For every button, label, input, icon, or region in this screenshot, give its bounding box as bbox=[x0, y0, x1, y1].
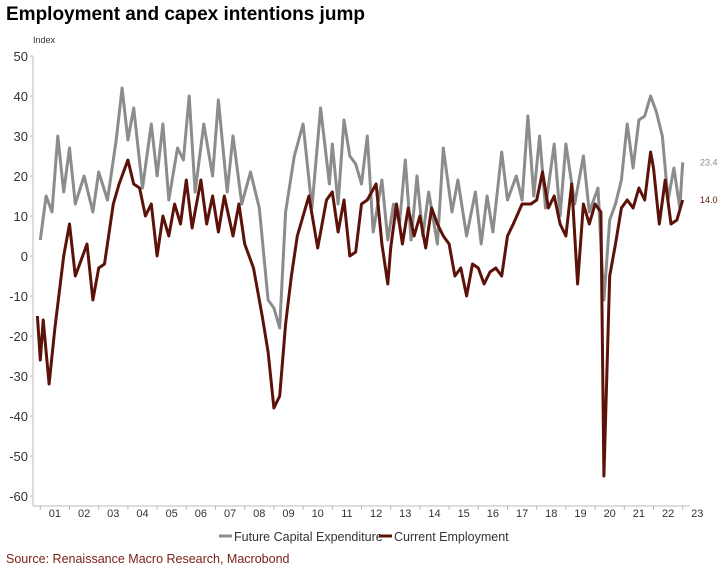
y-tick-label: -10 bbox=[9, 289, 28, 304]
x-tick-label: 22 bbox=[662, 508, 674, 520]
x-tick-label: 10 bbox=[312, 508, 324, 520]
y-tick-label: -60 bbox=[9, 489, 28, 504]
x-tick-label: 01 bbox=[49, 508, 61, 520]
x-tick-label: 05 bbox=[166, 508, 178, 520]
x-tick-label: 20 bbox=[604, 508, 616, 520]
y-tick-label: 0 bbox=[21, 249, 28, 264]
x-tick-label: 04 bbox=[136, 508, 148, 520]
y-tick-label: -50 bbox=[9, 449, 28, 464]
y-tick-label: 50 bbox=[14, 49, 28, 64]
x-tick-label: 15 bbox=[458, 508, 470, 520]
x-tick-label: 14 bbox=[428, 508, 440, 520]
end-labels: 23.4 14.0 bbox=[700, 157, 718, 205]
x-tick-label: 13 bbox=[399, 508, 411, 520]
x-tick-label: 18 bbox=[545, 508, 557, 520]
y-tick-label: -20 bbox=[9, 329, 28, 344]
x-tick-label: 21 bbox=[633, 508, 645, 520]
x-tick-label: 19 bbox=[574, 508, 586, 520]
series-line-capex bbox=[38, 86, 685, 330]
legend-label-capex: Future Capital Expenditure bbox=[234, 530, 383, 544]
y-ticks: 50 40 30 20 10 0 -10 -20 -30 -40 -50 -60 bbox=[9, 49, 33, 504]
x-tick-label: 11 bbox=[341, 508, 352, 520]
y-tick-label: 10 bbox=[14, 209, 28, 224]
y-axis-label: Index bbox=[33, 35, 56, 45]
legend: Future Capital Expenditure Current Emplo… bbox=[219, 530, 509, 544]
y-tick-label: -30 bbox=[9, 369, 28, 384]
series-lines bbox=[35, 86, 685, 478]
series-line-employment bbox=[35, 150, 685, 478]
x-ticks: 01 02 03 04 05 06 07 08 09 10 11 12 13 14 15 16 17 18 19 20… bbox=[39, 506, 703, 520]
end-label-capex: 23.4 bbox=[700, 157, 718, 167]
x-tick-label: 08 bbox=[253, 508, 265, 520]
x-tick-label: 17 bbox=[516, 508, 528, 520]
x-tick-label: 09 bbox=[282, 508, 294, 520]
source-note: Source: Renaissance Macro Research, Macr… bbox=[6, 552, 290, 566]
x-tick-label: 03 bbox=[107, 508, 119, 520]
legend-label-employment: Current Employment bbox=[394, 530, 509, 544]
y-tick-label: 20 bbox=[14, 169, 28, 184]
y-tick-label: 30 bbox=[14, 129, 28, 144]
x-tick-label: 02 bbox=[78, 508, 90, 520]
end-label-employment: 14.0 bbox=[700, 195, 718, 205]
x-tick-label: 07 bbox=[224, 508, 236, 520]
x-tick-label: 16 bbox=[487, 508, 499, 520]
x-tick-label: 06 bbox=[195, 508, 207, 520]
y-tick-label: 40 bbox=[14, 89, 28, 104]
x-tick-label: 12 bbox=[370, 508, 382, 520]
x-tick-label: 23 bbox=[691, 508, 703, 520]
chart-title: Employment and capex intentions jump bbox=[6, 4, 365, 25]
y-tick-label: -40 bbox=[9, 409, 28, 424]
